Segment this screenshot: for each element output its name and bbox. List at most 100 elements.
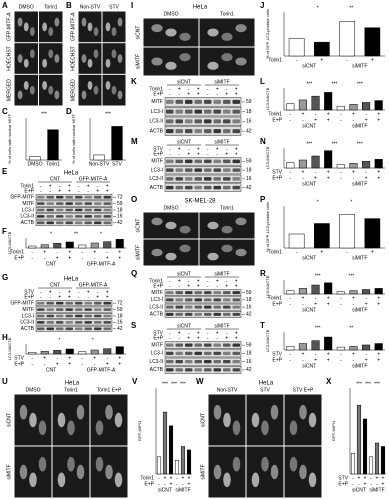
band [103, 321, 111, 324]
blot-strip [164, 289, 242, 296]
band [103, 195, 111, 199]
cell [93, 49, 99, 59]
band [166, 159, 174, 164]
significance: *** [348, 273, 354, 279]
treatment-sign: + [382, 475, 385, 481]
band [204, 359, 212, 364]
cell [221, 32, 233, 41]
band [232, 298, 240, 302]
cell [289, 456, 298, 472]
group-label: siMITF [214, 79, 229, 85]
cell [23, 58, 29, 68]
treatment-sign: + [235, 330, 238, 336]
cell [48, 85, 54, 95]
band [194, 129, 202, 134]
treatment-label: E+P [14, 361, 24, 367]
treatment-label: E+P [272, 175, 282, 181]
band [194, 159, 202, 164]
treatment-sign: + [352, 295, 355, 301]
bar [111, 126, 123, 161]
treatment-sign: - [207, 283, 209, 289]
bar [156, 456, 162, 475]
band [232, 159, 240, 164]
treatment-sign: + [43, 355, 46, 361]
significance: *** [357, 81, 363, 87]
treatment-sign: + [197, 91, 200, 97]
blot-strip [164, 183, 242, 192]
treatment-sign: - [216, 335, 218, 341]
band [84, 195, 92, 199]
treatment-sign: - [178, 151, 180, 157]
x-tick-label: Torin1 [46, 161, 60, 167]
cell [251, 412, 260, 428]
band [166, 291, 174, 295]
treatment-sign: + [365, 175, 368, 181]
band [103, 327, 111, 331]
cell [235, 217, 247, 226]
y-axis-label: LC3-II/ACTB [7, 337, 12, 360]
treatment-sign: + [93, 249, 96, 255]
treatment-sign: + [352, 351, 355, 357]
treatment-sign: + [377, 295, 380, 301]
panel-title: HeLa [193, 5, 208, 11]
y-axis-label: LC3-II/ACTB [265, 146, 270, 169]
panel-letter: S [131, 321, 137, 330]
kda-label: 42 [117, 220, 123, 226]
treatment-sign: - [353, 357, 355, 363]
column-label: DMSO [164, 205, 179, 211]
treatment-sign: - [216, 91, 218, 97]
significance: *** [374, 381, 380, 387]
treatment-sign: + [118, 249, 121, 255]
band [65, 202, 73, 205]
panel-title: HeLa [259, 381, 274, 387]
bar [115, 239, 124, 249]
cell [17, 90, 23, 100]
band-label: ACTB [150, 312, 164, 318]
panel-letter: H [2, 333, 8, 342]
kda-label: 18 [117, 313, 123, 319]
bar [93, 154, 105, 161]
treatment-sign: + [106, 183, 109, 189]
band [194, 109, 202, 114]
band-label: ACTB [150, 367, 164, 373]
panel-letter: K [131, 77, 137, 86]
band [204, 99, 212, 104]
band [194, 119, 202, 124]
blot-strip [164, 311, 242, 318]
band [46, 195, 54, 199]
band [232, 119, 240, 124]
treatment-sign: - [31, 255, 33, 261]
group-label: CNT [46, 367, 56, 373]
band [204, 168, 212, 172]
band-label: ACTB [150, 185, 164, 191]
treatment-sign: + [43, 249, 46, 255]
treatment-label: Torin1 [268, 295, 282, 301]
treatment-sign: + [96, 294, 99, 300]
band [94, 301, 102, 305]
band [175, 168, 183, 172]
band [103, 202, 111, 205]
treatment-sign: - [44, 255, 46, 261]
cell [42, 80, 48, 90]
bar [324, 150, 333, 169]
treatment-sign: - [289, 175, 291, 181]
band [166, 351, 174, 356]
panel-letter: P [260, 195, 266, 204]
cell [54, 54, 60, 63]
y-axis-label: % of GFP-LC3-positive cells [265, 9, 270, 59]
treatment-sign: + [68, 361, 71, 367]
kda-label: 16 [246, 176, 252, 182]
x-tick-label: DMSO [28, 161, 43, 167]
bar [364, 218, 381, 249]
treatment-sign: - [40, 183, 42, 189]
treatment-sign: + [178, 330, 181, 336]
band [213, 312, 221, 316]
kda-label: 18 [246, 351, 252, 357]
treatment-sign: - [216, 151, 218, 157]
band [94, 321, 102, 324]
treatment-sign: - [315, 295, 317, 301]
band [84, 301, 92, 305]
cell [299, 404, 307, 420]
treatment-sign: - [44, 361, 46, 367]
